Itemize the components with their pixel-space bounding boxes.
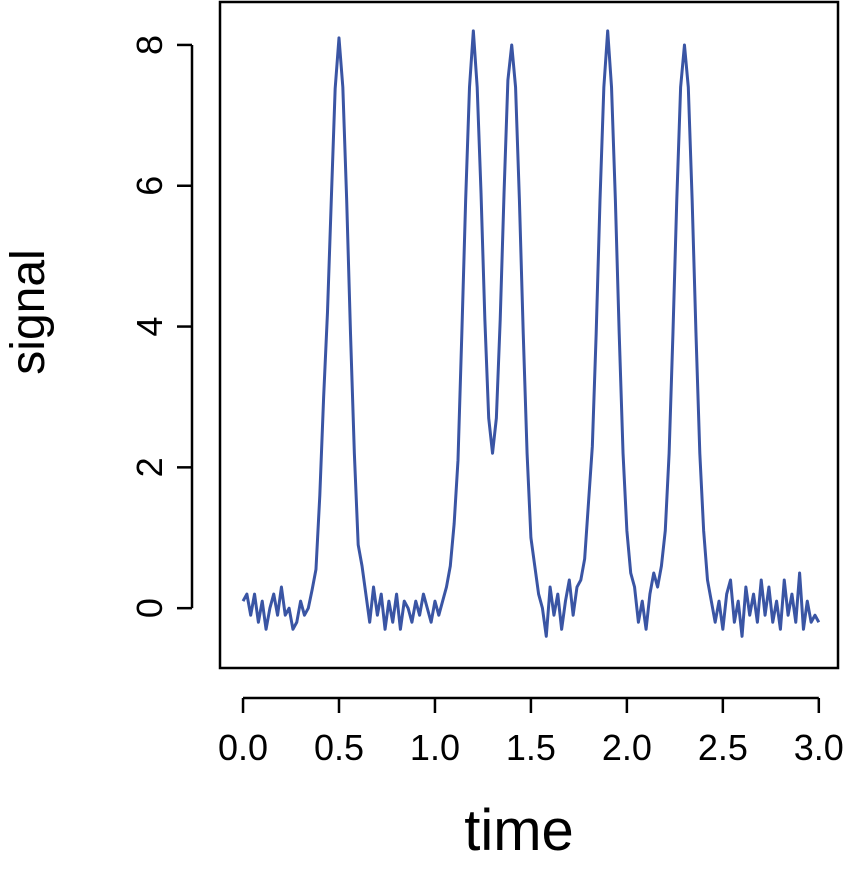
y-tick-label: 6	[129, 176, 170, 196]
x-tick-label: 3.0	[794, 727, 844, 768]
x-tick-label: 0.5	[314, 727, 364, 768]
x-axis-label: time	[464, 798, 574, 863]
x-tick-label: 0.0	[218, 727, 268, 768]
y-axis-label: signal	[2, 249, 55, 374]
y-tick-label: 8	[129, 35, 170, 55]
plot-box	[218, 0, 840, 670]
line	[241, 29, 821, 638]
y-tick-label: 4	[129, 317, 170, 337]
y-tick-label: 2	[129, 457, 170, 477]
x-tick-label: 1.0	[410, 727, 460, 768]
x-tick-label: 1.5	[506, 727, 556, 768]
x-tick-label: 2.0	[602, 727, 652, 768]
x-tick-label: 2.5	[698, 727, 748, 768]
y-tick-label: 0	[129, 598, 170, 618]
